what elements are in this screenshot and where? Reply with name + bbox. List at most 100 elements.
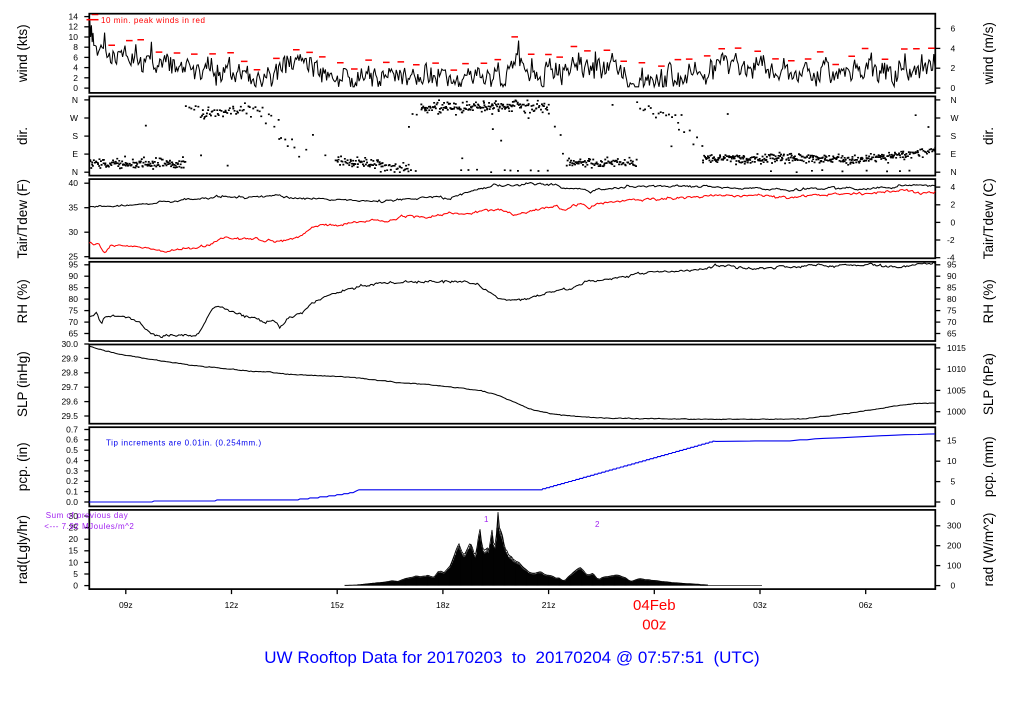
svg-text:0: 0 [73,83,78,93]
svg-text:30: 30 [69,511,79,521]
svg-text:1005: 1005 [947,385,966,395]
svg-text:W: W [70,113,78,123]
svg-text:29.7: 29.7 [61,382,78,392]
svg-text:80: 80 [947,294,957,304]
svg-text:10: 10 [69,557,79,567]
svg-text:S: S [951,131,957,141]
svg-text:14: 14 [69,12,79,22]
svg-text:09z: 09z [119,600,133,610]
svg-text:30: 30 [69,227,79,237]
svg-text:0.5: 0.5 [66,445,78,455]
svg-text:85: 85 [69,283,79,293]
svg-text:85: 85 [947,283,957,293]
svg-text:29.8: 29.8 [61,368,78,378]
svg-text:RH (%): RH (%) [981,279,996,323]
svg-text:-4: -4 [947,253,955,263]
svg-text:8: 8 [73,42,78,52]
svg-text:20: 20 [69,534,79,544]
svg-text:dir.: dir. [15,127,30,145]
svg-text:0.4: 0.4 [66,456,78,466]
svg-text:25: 25 [69,523,79,533]
svg-text:4: 4 [73,63,78,73]
svg-text:0.6: 0.6 [66,435,78,445]
svg-text:wind (kts): wind (kts) [15,24,30,83]
svg-text:0: 0 [951,217,956,227]
svg-text:2: 2 [73,73,78,83]
svg-text:rad(Lgly/hr): rad(Lgly/hr) [15,515,30,584]
svg-text:4: 4 [951,43,956,53]
svg-text:25: 25 [69,252,79,262]
svg-text:0.1: 0.1 [66,487,78,497]
svg-text:W: W [951,113,959,123]
svg-text:95: 95 [69,260,79,270]
svg-text:4: 4 [951,182,956,192]
svg-text:0: 0 [951,497,956,507]
svg-text:E: E [72,149,78,159]
svg-text:rad (W/m^2): rad (W/m^2) [981,513,996,587]
svg-text:15: 15 [947,436,957,446]
svg-text:N: N [951,95,957,105]
svg-text:pcp. (mm): pcp. (mm) [981,436,996,497]
svg-text:12: 12 [69,22,79,32]
svg-text:0.2: 0.2 [66,476,78,486]
svg-text:65: 65 [69,328,79,338]
svg-text:90: 90 [947,271,957,281]
svg-text:0: 0 [73,581,78,591]
svg-text:wind (m/s): wind (m/s) [981,22,996,85]
svg-text:10: 10 [69,32,79,42]
svg-text:SLP (inHg): SLP (inHg) [15,351,30,417]
svg-text:-2: -2 [947,235,955,245]
svg-text:80: 80 [69,294,79,304]
svg-text:1010: 1010 [947,364,966,374]
svg-text:300: 300 [947,521,961,531]
svg-text:0: 0 [951,581,956,591]
svg-text:21z: 21z [542,600,556,610]
svg-text:S: S [72,131,78,141]
svg-text:1015: 1015 [947,343,966,353]
svg-text:10 min. peak winds in red: 10 min. peak winds in red [101,16,205,25]
svg-text:29.5: 29.5 [61,411,78,421]
svg-text:Tair/Tdew (F): Tair/Tdew (F) [15,179,30,259]
svg-text:0.3: 0.3 [66,466,78,476]
svg-text:2: 2 [595,520,600,529]
svg-text:70: 70 [947,317,957,327]
svg-text:pcp. (in): pcp. (in) [15,442,30,491]
svg-text:5: 5 [951,477,956,487]
svg-text:65: 65 [947,328,957,338]
svg-text:N: N [72,95,78,105]
svg-text:03z: 03z [753,600,767,610]
svg-text:1000: 1000 [947,407,966,417]
svg-text:200: 200 [947,541,961,551]
svg-text:29.6: 29.6 [61,397,78,407]
svg-text:04Feb: 04Feb [633,597,676,614]
svg-text:95: 95 [947,260,957,270]
svg-text:Sum of previous day: Sum of previous day [46,511,128,520]
svg-text:06z: 06z [859,600,873,610]
svg-text:75: 75 [947,306,957,316]
svg-text:SLP (hPa): SLP (hPa) [981,353,996,415]
svg-text:Tair/Tdew (C): Tair/Tdew (C) [981,178,996,259]
svg-text:15: 15 [69,546,79,556]
svg-text:dir.: dir. [981,127,996,145]
svg-text:0.7: 0.7 [66,424,78,434]
svg-text:30.0: 30.0 [61,339,78,349]
svg-text:75: 75 [69,306,79,316]
svg-text:<--- 7.92 MJoules/m^2: <--- 7.92 MJoules/m^2 [44,522,134,531]
svg-text:90: 90 [69,271,79,281]
svg-text:UW Rooftop Data for 20170203: UW Rooftop Data for 20170203 to 20170204… [264,648,759,667]
svg-text:N: N [951,167,957,177]
svg-text:Tip increments are 0.01in. (0.: Tip increments are 0.01in. (0.254mm.) [106,439,262,448]
svg-text:18z: 18z [436,600,450,610]
svg-text:100: 100 [947,561,961,571]
svg-text:10: 10 [947,456,957,466]
svg-text:E: E [951,149,957,159]
svg-text:35: 35 [69,203,79,213]
svg-text:6: 6 [73,52,78,62]
svg-text:N: N [72,167,78,177]
svg-text:15z: 15z [330,600,344,610]
svg-text:1: 1 [484,515,489,524]
svg-text:00z: 00z [642,617,666,634]
svg-text:40: 40 [69,178,79,188]
svg-text:2: 2 [951,200,956,210]
svg-text:70: 70 [69,317,79,327]
